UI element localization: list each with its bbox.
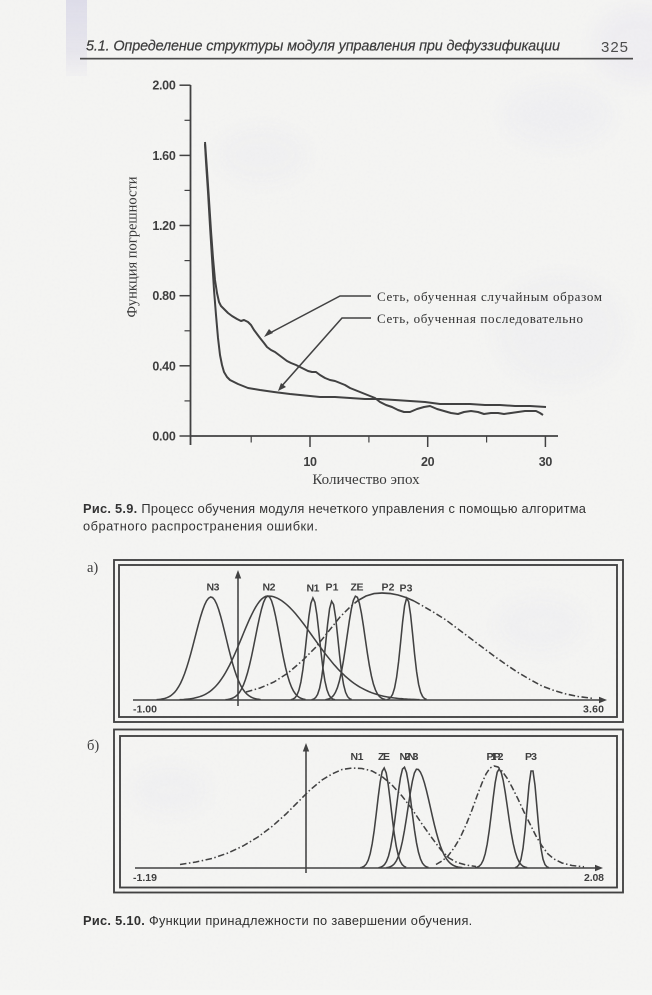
svg-text:Рис. 5.10. Функции принадлежно: Рис. 5.10. Функции принадлежности по зав… bbox=[83, 913, 473, 928]
